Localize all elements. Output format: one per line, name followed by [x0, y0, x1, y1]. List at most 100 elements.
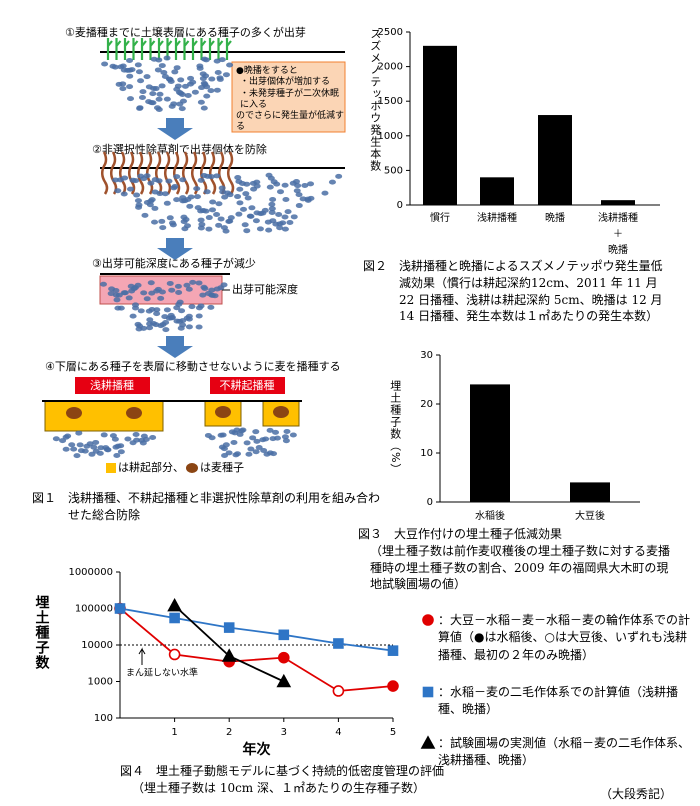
sprout	[183, 38, 190, 60]
y-tick-label: 1500	[378, 96, 403, 107]
step-text: ④下層にある種子を表層に移動させないように麦を播種する	[45, 359, 341, 373]
seed-dot	[149, 434, 157, 440]
seed-dot	[253, 438, 261, 444]
sprout	[132, 38, 139, 60]
x-tick-label: 慣行	[430, 213, 450, 224]
dead-seedling	[146, 151, 154, 195]
point	[169, 612, 180, 624]
seed-dot	[166, 215, 174, 221]
seed-dot	[197, 303, 205, 309]
caption-block: 図２ 浅耕播種と晩播によるスズメノテッポウ発生量低減効果（慣行は耕起深約12cm…	[363, 258, 668, 325]
seed-dot	[293, 188, 301, 194]
seed-dot	[203, 84, 211, 90]
depth-label: 出芽可能深度	[232, 282, 298, 296]
legend-text: ：試験圃場の実測値（水稲－麦の二毛作体系、浅耕播種、晩播）	[438, 736, 691, 768]
seed-dot	[149, 100, 157, 106]
seed-dot	[113, 452, 121, 458]
arrow	[157, 118, 193, 140]
threshold-label: まん延しない水準	[126, 667, 198, 679]
seed-dot	[205, 215, 213, 221]
seed-dot	[213, 212, 221, 218]
point	[387, 680, 399, 692]
y-tick-label: 1000000	[68, 567, 113, 578]
seed-dot	[277, 189, 285, 195]
bar	[480, 177, 514, 205]
seed-dot	[193, 186, 201, 192]
seed-dot	[214, 70, 222, 76]
caption: 図２ 浅耕播種と晩播によるスズメノテッポウ発生量低減効果（慣行は耕起深約12cm…	[363, 259, 663, 324]
seed-dot	[242, 191, 250, 197]
y-tick-label: 1000	[378, 131, 403, 142]
seed-dot	[168, 220, 176, 226]
seed-dot	[104, 447, 112, 453]
seed-dot	[281, 226, 289, 232]
bar	[423, 45, 457, 206]
point	[278, 629, 290, 641]
seed-dot	[136, 105, 144, 111]
x-tick-label: 晩播	[545, 213, 565, 224]
seed-dot	[111, 177, 119, 183]
seed-dot	[282, 438, 290, 444]
seed-dot	[187, 194, 195, 200]
seed-dot	[197, 217, 205, 223]
legend-text: は麦種子	[200, 460, 244, 474]
seed-dot	[171, 183, 179, 189]
seed-dot	[90, 444, 98, 450]
seed-dot	[294, 183, 302, 189]
dead-seedling	[227, 151, 235, 195]
seed-dot	[62, 446, 70, 452]
seed-dot	[135, 69, 143, 75]
seed-dot	[163, 55, 171, 61]
seed-dot	[221, 194, 229, 200]
caption-note: （埋土種子数は 10cm 深、１㎡あたりの生存種子数）	[132, 780, 425, 795]
seed-dot	[70, 446, 78, 452]
point	[387, 645, 399, 656]
y-tick-label: 0	[427, 497, 433, 508]
seed-dot	[64, 433, 72, 439]
note-line: のでさらに発生量が低減する	[236, 111, 345, 133]
method-box	[210, 377, 285, 394]
note-box	[231, 61, 346, 133]
legend-text: は耕起部分、	[118, 460, 184, 474]
seed-dot	[219, 432, 227, 438]
seed-dot	[158, 218, 166, 224]
dead-seedling	[101, 151, 109, 195]
seed-dot	[185, 286, 193, 292]
seed-dot	[207, 304, 215, 310]
seed-dot	[279, 220, 287, 226]
step-text: ①麦播種までに土壌表層にある種子の多くが出芽	[65, 25, 306, 39]
bar	[470, 384, 510, 502]
seed-dot	[133, 192, 141, 198]
seed-dot	[111, 436, 119, 442]
seed-dot	[307, 181, 315, 187]
seed-dot	[151, 219, 159, 225]
series-line	[119, 607, 394, 652]
seed-dot	[187, 75, 195, 81]
seed-dot	[222, 442, 230, 448]
seed-dot	[208, 76, 216, 82]
seed-dot	[268, 206, 276, 212]
note-line: ・出芽個体が増加する	[240, 77, 331, 88]
sprout	[123, 38, 130, 60]
seed-dot	[167, 78, 175, 84]
seed-dot	[189, 279, 197, 285]
seed-dot	[189, 79, 197, 85]
seed-dot	[99, 281, 107, 287]
step-text: ③出芽可能深度にある種子が減少	[92, 256, 256, 270]
seed-dot	[275, 211, 283, 217]
seed-dot	[165, 178, 173, 184]
seed-dot	[222, 228, 230, 234]
caption: 図４ 埋土種子動態モデルに基づく持続的低密度管理の評価	[120, 764, 445, 778]
seed-dot	[132, 302, 140, 308]
seed-dot	[193, 194, 201, 200]
tilled-area	[44, 400, 164, 432]
y-tick-label: 10000	[81, 640, 113, 651]
sprout	[106, 38, 113, 60]
point	[223, 622, 235, 633]
seed-dot	[160, 70, 168, 76]
seed-dot	[234, 451, 242, 457]
seed-dot	[117, 443, 125, 449]
seed-dot	[230, 440, 238, 446]
seed-dot	[113, 297, 121, 303]
seed-dot	[255, 445, 263, 451]
